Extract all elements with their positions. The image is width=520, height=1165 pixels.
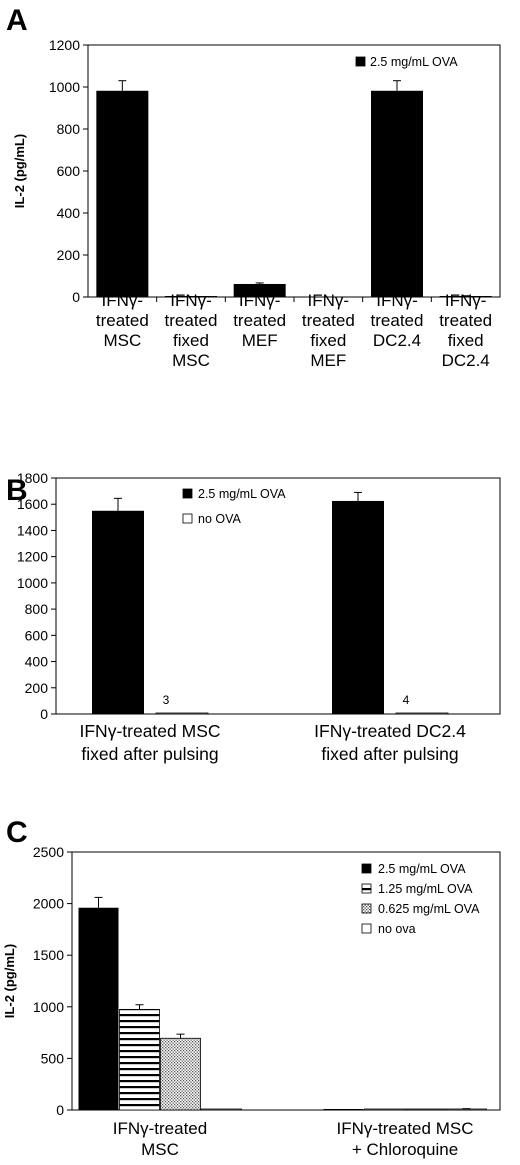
legend-label: 1.25 mg/mL OVA	[378, 882, 473, 896]
panel-letter: A	[6, 4, 28, 37]
x-category-label: treated	[165, 311, 218, 330]
y-tick-label: 2000	[33, 896, 64, 912]
x-category-label: IFNγ-treated DC2.4	[314, 721, 466, 741]
legend-label: 2.5 mg/mL OVA	[198, 487, 286, 501]
y-axis-label: IL-2 (pg/mL)	[2, 944, 17, 1018]
y-tick-label: 400	[57, 205, 81, 221]
bar-value-label: 4	[403, 693, 410, 707]
legend-swatch	[355, 56, 366, 67]
bar-b-s0-c0	[92, 510, 144, 714]
bar-a-s0-c2	[233, 283, 286, 297]
chart-panel-a: A 0 200 400 600 800 1000 1200 IL-2 (pg/mL) IFNγ-t…	[6, 4, 501, 370]
bar-c-s2-c0	[160, 1037, 201, 1111]
bar-c-s1-c1	[364, 1108, 405, 1111]
legend-label: 2.5 mg/mL OVA	[370, 55, 458, 69]
x-category-label: IFNγ-	[376, 291, 418, 310]
legend-swatch	[182, 488, 193, 499]
y-tick-label: 0	[56, 1102, 64, 1118]
x-category-label: + Chloroquine	[352, 1140, 458, 1159]
bar-c-s2-c1	[405, 1108, 446, 1111]
x-category-label: IFNγ-	[445, 291, 487, 310]
bar-c-s3-c0	[201, 1108, 242, 1111]
legend-label: no ova	[378, 922, 416, 936]
x-category-label: IFNγ-treated MSC	[80, 721, 221, 741]
y-tick-label: 0	[72, 289, 80, 305]
bar-a-s0-c0	[96, 90, 149, 297]
bar-c-s0-c0	[78, 907, 119, 1110]
bar-c-s0-c1	[323, 1109, 364, 1110]
legend-label: 0.625 mg/mL OVA	[378, 902, 480, 916]
bar-b-s1-c1	[395, 712, 449, 715]
x-category-label: IFNγ-treated MSC	[337, 1119, 474, 1138]
y-tick-label: 0	[40, 706, 48, 722]
x-category-label: IFNγ-	[239, 291, 281, 310]
x-category-label: treated	[302, 311, 355, 330]
legend-swatch	[182, 513, 193, 524]
y-tick-label: 1200	[49, 37, 80, 53]
x-category-label: fixed	[310, 331, 346, 350]
legend-swatch	[361, 863, 372, 874]
x-category-label: fixed	[173, 331, 209, 350]
y-tick-label: 1200	[17, 549, 48, 565]
y-axis-label: IL-2 (pg/mL)	[12, 134, 27, 208]
x-category-label: treated	[371, 311, 424, 330]
y-tick-label: 500	[41, 1050, 65, 1066]
x-category-label: fixed	[448, 331, 484, 350]
plot-frame	[87, 44, 501, 298]
bar-b-s1-c0	[155, 712, 209, 715]
x-category-label: treated	[233, 311, 286, 330]
bar-value-label: 3	[163, 693, 170, 707]
x-category-label: IFNγ-	[170, 291, 212, 310]
x-category-label: treated	[96, 311, 149, 330]
x-category-label: MSC	[172, 351, 210, 370]
bar-c-s1-c0	[119, 1008, 160, 1111]
x-category-label: IFNγ-	[308, 291, 350, 310]
y-tick-label: 600	[57, 163, 81, 179]
y-tick-label: 1000	[17, 575, 48, 591]
y-tick-label: 800	[25, 601, 49, 617]
chart-panel-b: B 0 200 400 600 800 1000 1200 1400 1600 1800 3 IFNγ-…	[6, 470, 501, 764]
chart-panel-c: C 0 500 1000 1500 2000 2500 IL-2 (pg/mL) IFNγ-tr…	[2, 816, 501, 1159]
x-category-label: DC2.4	[373, 331, 421, 350]
legend-label: 2.5 mg/mL OVA	[378, 862, 466, 876]
plot-frame	[71, 851, 501, 1111]
y-tick-label: 800	[57, 121, 81, 137]
plot-frame	[55, 477, 501, 715]
y-tick-label: 400	[25, 654, 49, 670]
x-category-label: fixed after pulsing	[321, 744, 458, 764]
bar-b-s0-c1	[332, 500, 384, 714]
bar-a-s0-c5	[439, 296, 492, 297]
x-category-label: MSC	[103, 331, 141, 350]
y-tick-label: 1500	[33, 947, 64, 963]
legend-label: no OVA	[198, 512, 242, 526]
x-category-label: IFNγ-	[102, 291, 144, 310]
y-tick-label: 200	[25, 680, 49, 696]
y-tick-label: 600	[25, 627, 49, 643]
x-category-label: treated	[439, 311, 492, 330]
x-category-label: IFNγ-treated	[113, 1119, 207, 1138]
y-tick-label: 1000	[33, 999, 64, 1015]
y-tick-label: 2500	[33, 844, 64, 860]
panel-letter: B	[6, 474, 28, 507]
y-tick-label: 1000	[49, 79, 80, 95]
legend-swatch	[361, 923, 372, 934]
y-tick-label: 1600	[17, 496, 48, 512]
x-category-label: MSC	[141, 1140, 179, 1159]
bar-a-s0-c4	[371, 90, 423, 297]
y-tick-label: 200	[57, 247, 81, 263]
x-category-label: DC2.4	[442, 351, 490, 370]
legend-swatch	[361, 883, 372, 894]
y-tick-label: 1400	[17, 522, 48, 538]
x-category-label: MEF	[310, 351, 346, 370]
legend-swatch	[361, 903, 372, 914]
x-category-label: fixed after pulsing	[81, 744, 218, 764]
bar-a-s0-c1	[165, 296, 217, 297]
x-category-label: MEF	[242, 331, 278, 350]
y-tick-label: 1800	[17, 470, 48, 486]
panel-letter: C	[6, 816, 28, 849]
